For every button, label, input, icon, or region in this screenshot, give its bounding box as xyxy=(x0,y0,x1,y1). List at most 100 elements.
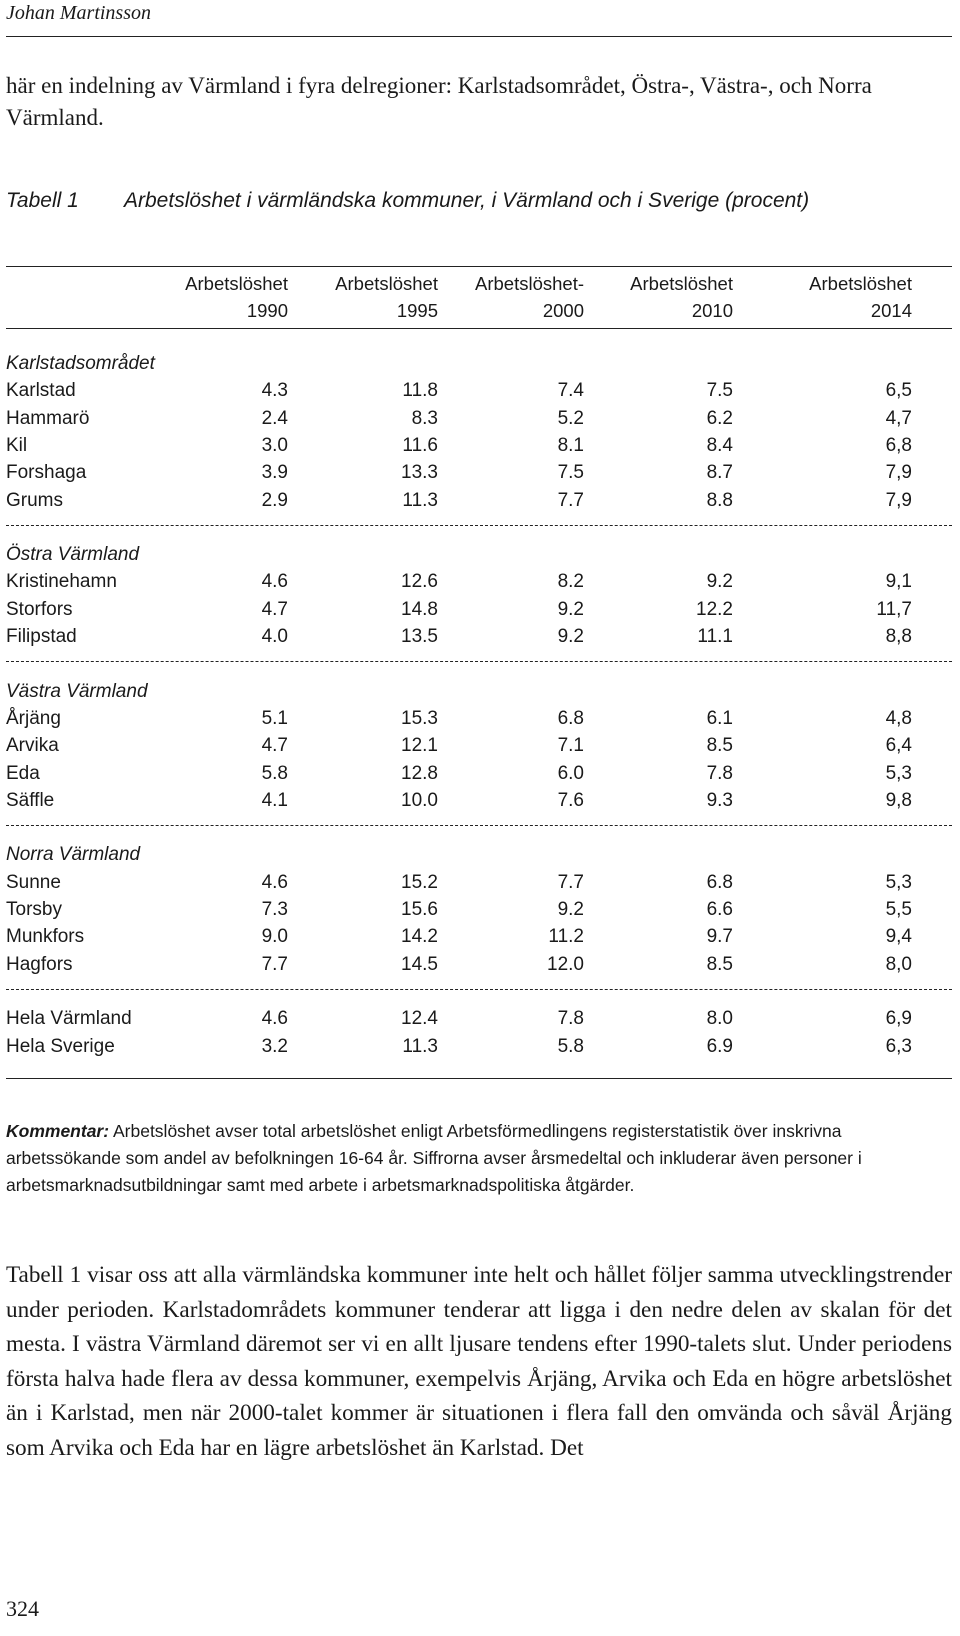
table-row: Hela Värmland 4.6 12.4 7.8 8.0 6,9 xyxy=(6,1005,952,1032)
table-cell: 8.5 xyxy=(706,735,733,757)
table-row: Hela Sverige 3.2 11.3 5.8 6.9 6,3 xyxy=(6,1033,952,1060)
table-cell: 4.6 xyxy=(261,571,288,593)
table-cell: 9.2 xyxy=(557,626,584,647)
table-cell: 14.8 xyxy=(401,598,438,620)
row-label: Filipstad xyxy=(6,626,77,647)
table-cell: 7.3 xyxy=(261,899,288,920)
table-cell: 10.0 xyxy=(401,789,438,811)
row-label: Kil xyxy=(6,434,28,456)
table-cell: 7.6 xyxy=(557,789,584,811)
group-separator xyxy=(6,988,952,990)
table-cell: 9.0 xyxy=(261,926,288,948)
table-top-rule xyxy=(6,266,952,267)
table-cell: 6.8 xyxy=(557,707,584,729)
table-cell: 4.6 xyxy=(261,871,288,893)
row-label: Hela Värmland xyxy=(6,1008,132,1030)
table-comment: Kommentar: Arbetslöshet avser total arbe… xyxy=(6,1118,952,1199)
comment-label: Kommentar: xyxy=(6,1121,110,1141)
row-label: Hagfors xyxy=(6,953,73,975)
table-row: Hagfors 7.7 14.5 12.0 8.5 8,0 xyxy=(6,951,952,978)
table-cell: 4.1 xyxy=(261,789,288,811)
table-row: Sunne 4.6 15.2 7.7 6.8 5,3 xyxy=(6,869,952,896)
table-cell: 6,5 xyxy=(885,380,912,402)
table-cell: 4.7 xyxy=(261,598,288,620)
table-cell: 11,7 xyxy=(876,598,912,620)
table-cell: 6.9 xyxy=(706,1035,733,1057)
group-heading: Västra Värmland xyxy=(6,680,148,702)
row-label: Hammarö xyxy=(6,407,90,429)
table-row: Arvika 4.7 12.1 7.1 8.5 6,4 xyxy=(6,732,952,759)
column-header-1: Arbetslöshet 1995 xyxy=(238,270,438,324)
table-cell: 7.5 xyxy=(706,380,733,402)
body-paragraph: Tabell 1 visar oss att alla värmländska … xyxy=(6,1262,952,1461)
table-cell: 5,3 xyxy=(885,871,912,893)
column-header-0: Arbetslöshet 1990 xyxy=(88,270,288,324)
table-cell: 5,5 xyxy=(885,899,912,920)
table-title: Arbetslöshet i värmländska kommuner, i V… xyxy=(124,189,810,212)
table-cell: 7.7 xyxy=(261,953,288,975)
row-label: Eda xyxy=(6,762,40,784)
row-label: Grums xyxy=(6,489,63,511)
table-cell: 15.3 xyxy=(401,707,438,729)
column-header-3: Arbetslöshet 2010 xyxy=(533,270,733,324)
table-cell: 2.9 xyxy=(261,489,288,511)
table-cell: 3.2 xyxy=(261,1035,288,1057)
table-cell: 15.6 xyxy=(401,899,438,920)
column-header-title: Arbetslöshet- xyxy=(475,273,584,294)
table-cell: 8.4 xyxy=(706,434,733,456)
table-cell: 6.1 xyxy=(706,707,733,729)
table-cell: 6,3 xyxy=(885,1035,912,1057)
table-cell: 9.2 xyxy=(706,571,733,593)
table-cell: 9,8 xyxy=(885,789,912,811)
table-cell: 14.2 xyxy=(401,926,438,948)
row-label: Munkfors xyxy=(6,926,85,948)
column-header-4: Arbetslöshet 2014 xyxy=(712,270,912,324)
column-header-title: Arbetslöshet xyxy=(809,273,912,294)
table-cell: 12.2 xyxy=(696,598,733,620)
table-cell: 12.6 xyxy=(401,571,438,593)
table-row: Säffle 4.1 10.0 7.6 9.3 9,8 xyxy=(6,787,952,814)
table-cell: 12.8 xyxy=(401,762,438,784)
table-cell: 11.6 xyxy=(402,434,438,456)
table-cell: 6.8 xyxy=(706,871,733,893)
table-row: Hammarö 2.4 8.3 5.2 6.2 4,7 xyxy=(6,405,952,432)
table-row: Kristinehamn 4.6 12.6 8.2 9.2 9,1 xyxy=(6,568,952,595)
table-cell: 9.3 xyxy=(706,789,733,811)
column-header-year: 2014 xyxy=(870,300,912,321)
table-cell: 15.2 xyxy=(401,871,438,893)
table-cell: 11.8 xyxy=(402,380,438,402)
table-cell: 7.8 xyxy=(557,1008,584,1030)
column-header-title: Arbetslöshet xyxy=(185,273,288,294)
column-header-year: 1995 xyxy=(396,300,438,321)
table-cell: 8.3 xyxy=(411,407,438,429)
table-cell: 2.4 xyxy=(261,407,288,429)
table-cell: 8.8 xyxy=(706,489,733,511)
table-cell: 9,1 xyxy=(885,571,912,593)
group-separator xyxy=(6,661,952,663)
table-cell: 7.4 xyxy=(557,380,584,402)
table-row: Årjäng 5.1 15.3 6.8 6.1 4,8 xyxy=(6,705,952,732)
table-cell: 6.6 xyxy=(706,899,733,920)
table-cell: 4.6 xyxy=(261,1008,288,1030)
header-rule xyxy=(6,36,952,37)
table-cell: 6,4 xyxy=(885,735,912,757)
table-cell: 3.9 xyxy=(261,462,288,484)
table-cell: 8.1 xyxy=(557,434,584,456)
table-label: Tabell 1 xyxy=(6,189,79,212)
table-cell: 7.7 xyxy=(557,871,584,893)
table-cell: 6.0 xyxy=(557,762,584,784)
table-cell: 13.3 xyxy=(401,462,438,484)
table-cell: 4.0 xyxy=(261,626,288,647)
table-cell: 5,3 xyxy=(885,762,912,784)
table-cell: 9.7 xyxy=(706,926,733,948)
group-separator xyxy=(6,825,952,827)
table-cell: 3.0 xyxy=(261,434,288,456)
table-row: Torsby 7.3 15.6 9.2 6.6 5,5 xyxy=(6,896,952,923)
row-label: Säffle xyxy=(6,789,55,811)
column-header-2: Arbetslöshet- 2000 xyxy=(384,270,584,324)
table-cell: 7.8 xyxy=(706,762,733,784)
table-cell: 8,0 xyxy=(885,953,912,975)
column-header-year: 2010 xyxy=(691,300,733,321)
table-cell: 7.7 xyxy=(557,489,584,511)
table-cell: 7.5 xyxy=(557,462,584,484)
